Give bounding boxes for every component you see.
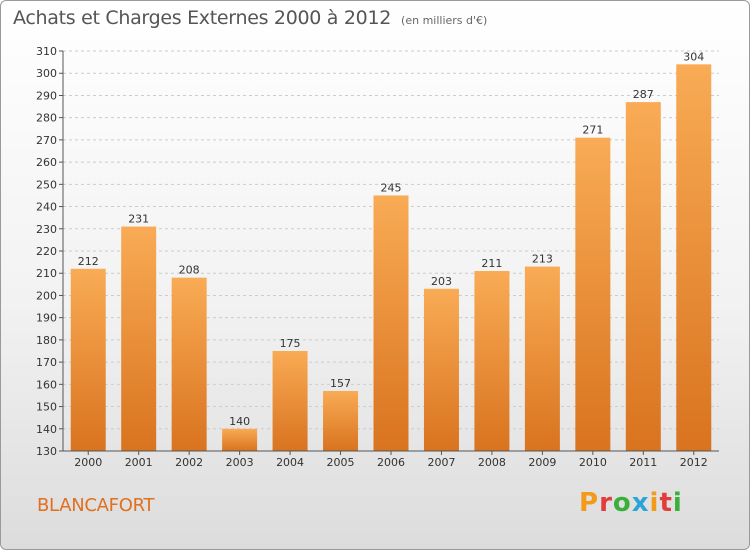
y-tick-label: 160 xyxy=(36,378,57,391)
data-label-2006: 245 xyxy=(381,181,402,194)
y-tick-label: 130 xyxy=(36,445,57,458)
y-tick-label: 240 xyxy=(36,201,57,214)
data-label-2010: 271 xyxy=(582,124,603,137)
x-tick-label-2004: 2004 xyxy=(276,456,304,469)
logo-letter: i xyxy=(649,488,660,518)
bar-2000 xyxy=(70,268,106,451)
bars xyxy=(70,64,712,452)
bar-2007 xyxy=(423,288,459,451)
data-label-2008: 211 xyxy=(481,257,502,270)
x-tick-label-2001: 2001 xyxy=(125,456,153,469)
data-label-2011: 287 xyxy=(633,88,654,101)
y-tick-label: 140 xyxy=(36,423,57,436)
y-tick-label: 200 xyxy=(36,289,57,302)
y-tick-label: 250 xyxy=(36,178,57,191)
y-tick-label: 170 xyxy=(36,356,57,369)
bar-2011 xyxy=(625,102,661,451)
chart-subtitle: (en milliers d'€) xyxy=(401,14,488,27)
data-label-2007: 203 xyxy=(431,275,452,288)
x-tick-label-2010: 2010 xyxy=(579,456,607,469)
bar-2004 xyxy=(272,351,308,451)
y-tick-labels: 130 140 150 160 170 180 190 200 210 220 230 240 250 2… xyxy=(36,45,63,458)
y-tick-label: 150 xyxy=(36,401,57,414)
x-tick-label-2012: 2012 xyxy=(680,456,708,469)
logo-letter: o xyxy=(612,488,632,518)
logo-letter: i xyxy=(672,488,683,518)
x-tick-label-2000: 2000 xyxy=(74,456,102,469)
data-label-2000: 212 xyxy=(78,255,99,268)
x-tick-label-2006: 2006 xyxy=(377,456,405,469)
y-tick-label: 290 xyxy=(36,89,57,102)
x-tick-label-2009: 2009 xyxy=(528,456,556,469)
x-tick-label-2007: 2007 xyxy=(427,456,455,469)
x-tick-labels: 2000 2001 2002 2003 2004 2005 2006 2007 2008 2009… xyxy=(74,451,708,469)
logo-letter: t xyxy=(659,488,673,518)
data-label-2001: 231 xyxy=(128,213,149,226)
chart-title: Achats et Charges Externes 2000 à 2012 (e… xyxy=(13,7,487,29)
bar-2009 xyxy=(524,266,560,451)
y-tick-label: 230 xyxy=(36,223,57,236)
bar-2006 xyxy=(373,195,409,451)
data-label-2005: 157 xyxy=(330,377,351,390)
y-tick-label: 280 xyxy=(36,112,57,125)
y-tick-label: 220 xyxy=(36,245,57,258)
y-tick-label: 260 xyxy=(36,156,57,169)
bar-2003 xyxy=(222,428,258,451)
bar-2010 xyxy=(575,137,611,451)
bar-2005 xyxy=(323,391,359,451)
y-tick-label: 190 xyxy=(36,312,57,325)
x-tick-label-2011: 2011 xyxy=(629,456,657,469)
chart-title-text: Achats et Charges Externes 2000 à 2012 xyxy=(13,7,392,29)
commune-name: BLANCAFORT xyxy=(37,495,155,516)
proxiti-logo[interactable]: Proxiti xyxy=(579,488,683,518)
bar-2012 xyxy=(676,64,712,452)
y-tick-label: 310 xyxy=(36,45,57,58)
bar-2001 xyxy=(121,226,157,451)
data-label-2004: 175 xyxy=(280,337,301,350)
data-label-2012: 304 xyxy=(683,50,704,63)
x-tick-label-2003: 2003 xyxy=(226,456,254,469)
y-tick-label: 180 xyxy=(36,334,57,347)
y-tick-label: 270 xyxy=(36,134,57,147)
data-label-2002: 208 xyxy=(179,264,200,277)
logo-letter: r xyxy=(599,488,613,518)
data-label-2009: 213 xyxy=(532,253,553,266)
x-tick-label-2005: 2005 xyxy=(327,456,355,469)
data-labels: 212 231 208 140 175 157 245 203 211 213 271 287 304 xyxy=(78,50,705,427)
x-tick-label-2008: 2008 xyxy=(478,456,506,469)
y-tick-label: 300 xyxy=(36,67,57,80)
data-label-2003: 140 xyxy=(229,415,250,428)
y-tick-label: 210 xyxy=(36,267,57,280)
logo-letter: x xyxy=(631,488,650,518)
bar-2002 xyxy=(171,277,207,451)
bar-2008 xyxy=(474,271,510,451)
logo-letter: P xyxy=(579,488,600,518)
x-tick-label-2002: 2002 xyxy=(175,456,203,469)
